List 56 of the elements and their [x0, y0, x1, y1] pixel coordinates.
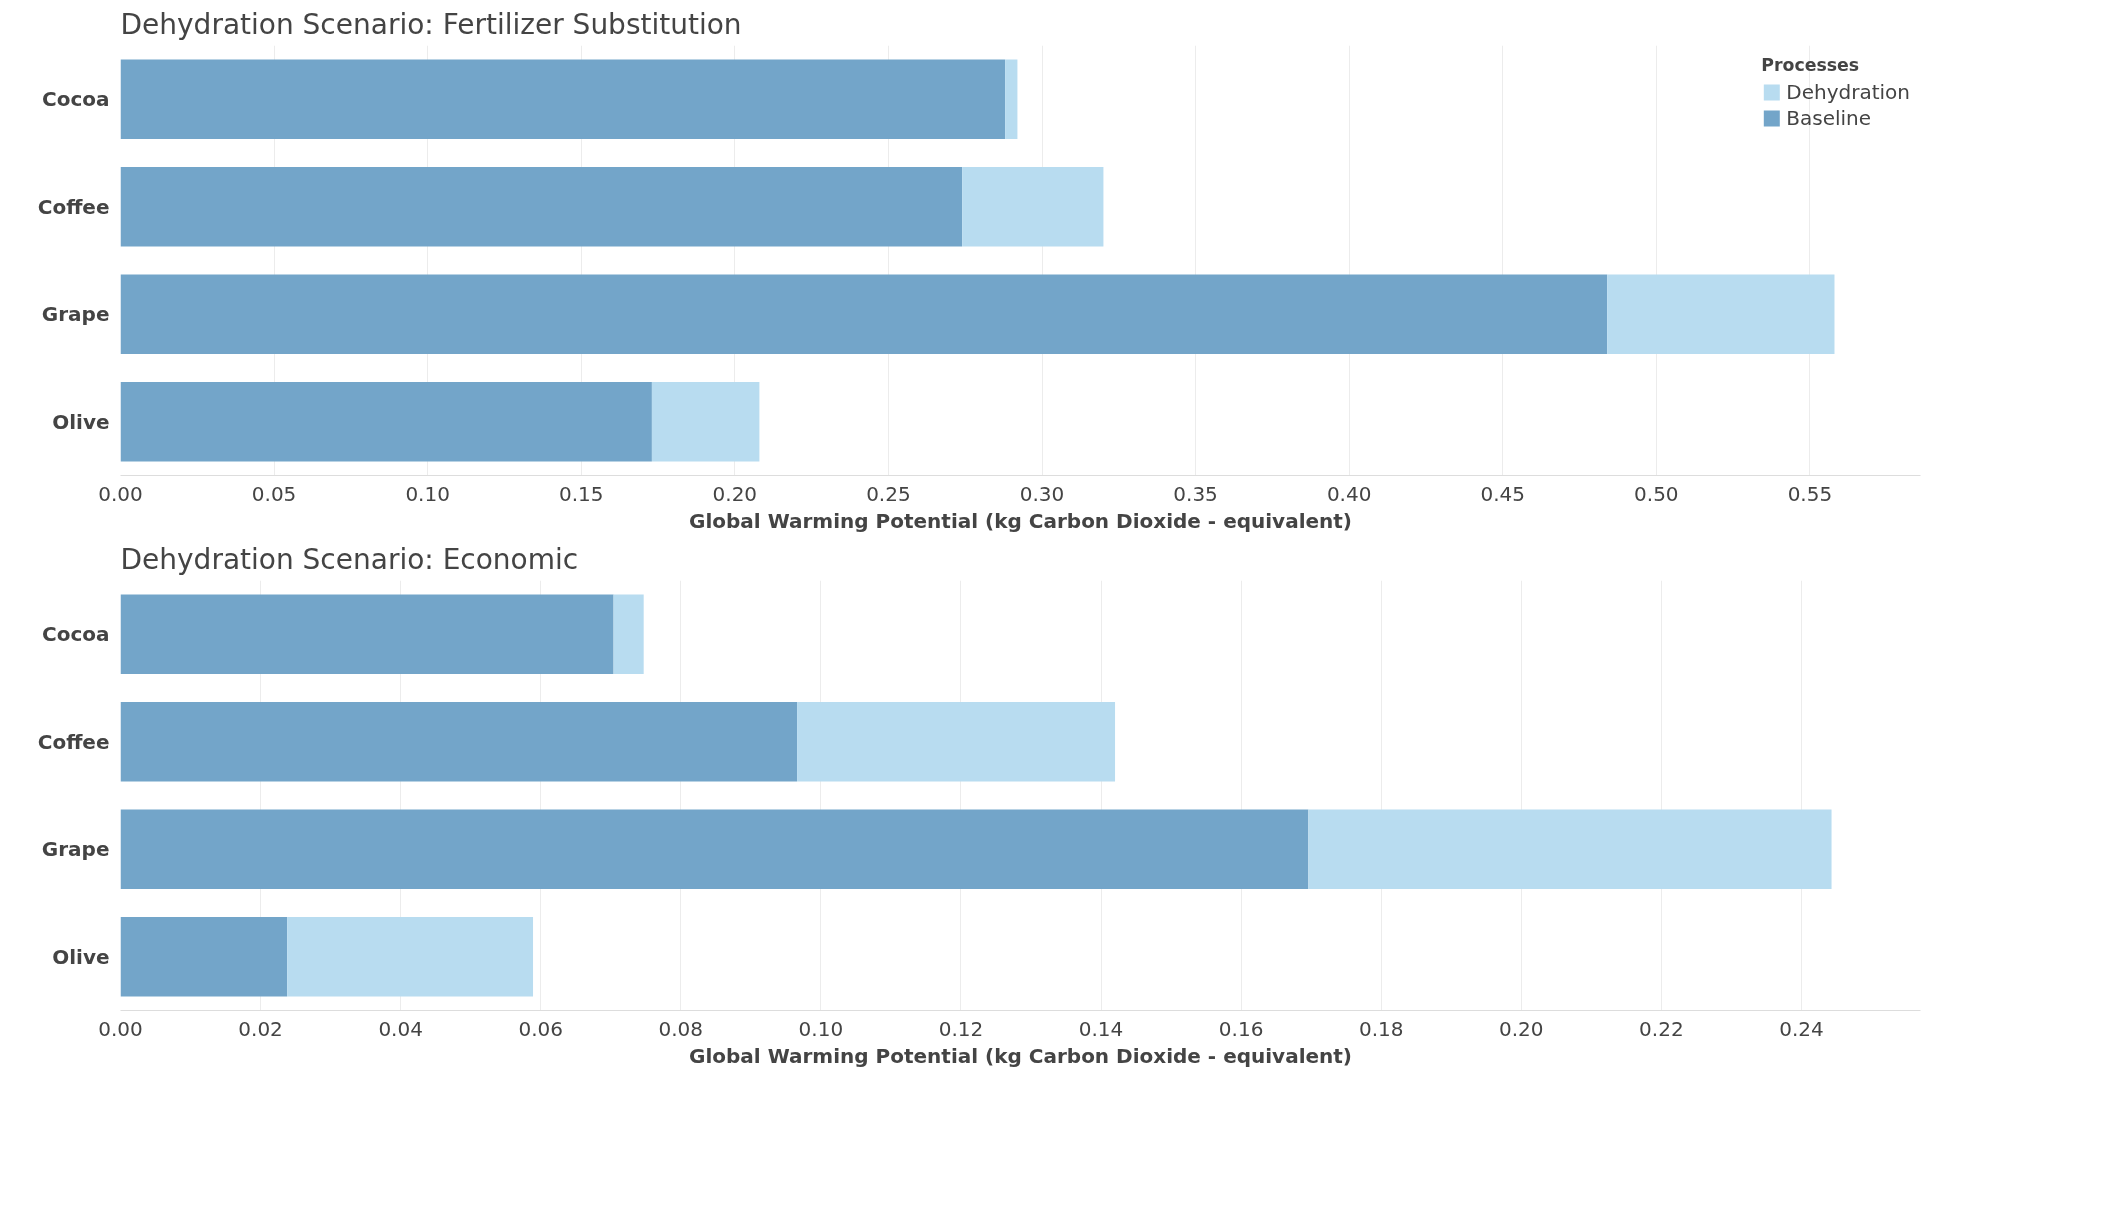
y-tick-label: Grape	[41, 837, 110, 862]
bar	[120, 59, 1006, 140]
x-tick-label: 0.20	[1499, 1016, 1544, 1041]
x-tick-label: 0.08	[658, 1016, 704, 1041]
x-tick-label: 0.50	[1634, 481, 1679, 506]
bar	[651, 381, 760, 462]
y-tick-label: Coffee	[37, 194, 110, 219]
bar	[120, 274, 1608, 355]
x-tick-label: 0.00	[98, 481, 143, 506]
x-tick-label: 0.55	[1787, 481, 1833, 506]
bar	[120, 916, 288, 997]
bar	[120, 166, 963, 247]
x-tick-label: 0.18	[1358, 1016, 1404, 1041]
x-tick-label: 0.15	[558, 481, 604, 506]
x-tick-label: 0.06	[518, 1016, 563, 1041]
bar	[120, 381, 652, 462]
x-tick-label: 0.35	[1173, 481, 1218, 506]
y-tick-label: Coffee	[37, 729, 110, 754]
x-axis-title: Global Warming Potential (kg Carbon Dioxide - equivalent)	[689, 508, 1352, 533]
chart-title: Dehydration Scenario: Economic	[120, 542, 579, 576]
bar	[120, 594, 614, 675]
bar	[120, 809, 1309, 890]
bar	[962, 166, 1104, 247]
x-tick-label: 0.12	[938, 1016, 984, 1041]
x-tick-label: 0.02	[238, 1016, 283, 1041]
bar	[120, 701, 798, 782]
x-tick-label: 0.24	[1779, 1016, 1824, 1041]
x-tick-label: 0.00	[98, 1016, 143, 1041]
x-tick-label: 0.20	[712, 481, 758, 506]
x-tick-label: 0.14	[1078, 1016, 1124, 1041]
y-tick-label: Cocoa	[41, 87, 110, 112]
x-tick-label: 0.10	[405, 481, 450, 506]
x-axis-title: Global Warming Potential (kg Carbon Dioxide - equivalent)	[689, 1043, 1352, 1068]
y-tick-label: Olive	[52, 944, 110, 969]
chart-title: Dehydration Scenario: Fertilizer Substitution	[120, 7, 742, 41]
bar	[1005, 59, 1018, 140]
x-tick-label: 0.04	[378, 1016, 423, 1041]
y-tick-label: Cocoa	[41, 622, 110, 647]
x-tick-label: 0.05	[251, 481, 297, 506]
legend-label: Dehydration	[1786, 80, 1910, 104]
y-tick-label: Grape	[41, 302, 110, 327]
x-tick-label: 0.25	[866, 481, 911, 506]
x-tick-label: 0.30	[1019, 481, 1065, 506]
x-tick-label: 0.22	[1639, 1016, 1684, 1041]
bar	[1607, 274, 1835, 355]
x-tick-label: 0.10	[798, 1016, 844, 1041]
legend-title: Processes	[1761, 55, 1861, 75]
bar	[287, 916, 534, 997]
x-tick-label: 0.16	[1218, 1016, 1264, 1041]
x-tick-label: 0.40	[1326, 481, 1372, 506]
bar	[797, 701, 1116, 782]
x-tick-label: 0.45	[1480, 481, 1526, 506]
legend-label: Baseline	[1786, 106, 1872, 130]
bar	[613, 594, 644, 675]
bar	[1308, 809, 1832, 890]
y-tick-label: Olive	[52, 409, 110, 434]
